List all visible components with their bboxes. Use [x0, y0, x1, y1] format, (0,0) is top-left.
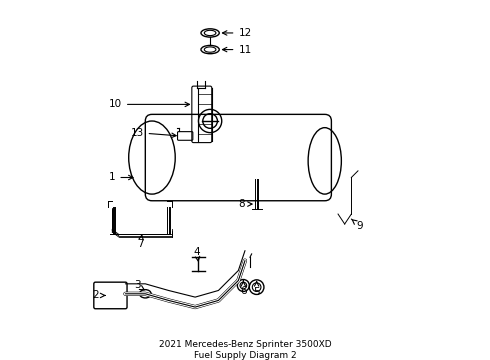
Text: 1: 1 [109, 172, 133, 183]
Text: 10: 10 [109, 99, 190, 109]
Text: 8: 8 [238, 199, 252, 209]
Text: 13: 13 [130, 128, 176, 138]
Text: 7: 7 [137, 235, 144, 249]
Text: 2: 2 [92, 291, 105, 301]
Text: 4: 4 [194, 247, 200, 261]
Text: 2021 Mercedes-Benz Sprinter 3500XD
Fuel Supply Diagram 2: 2021 Mercedes-Benz Sprinter 3500XD Fuel … [159, 340, 331, 360]
Text: 9: 9 [351, 219, 363, 231]
Text: 3: 3 [134, 280, 144, 291]
Text: 5: 5 [253, 282, 260, 297]
Text: 12: 12 [222, 28, 252, 38]
Text: 6: 6 [240, 280, 246, 296]
Text: 11: 11 [222, 45, 252, 55]
